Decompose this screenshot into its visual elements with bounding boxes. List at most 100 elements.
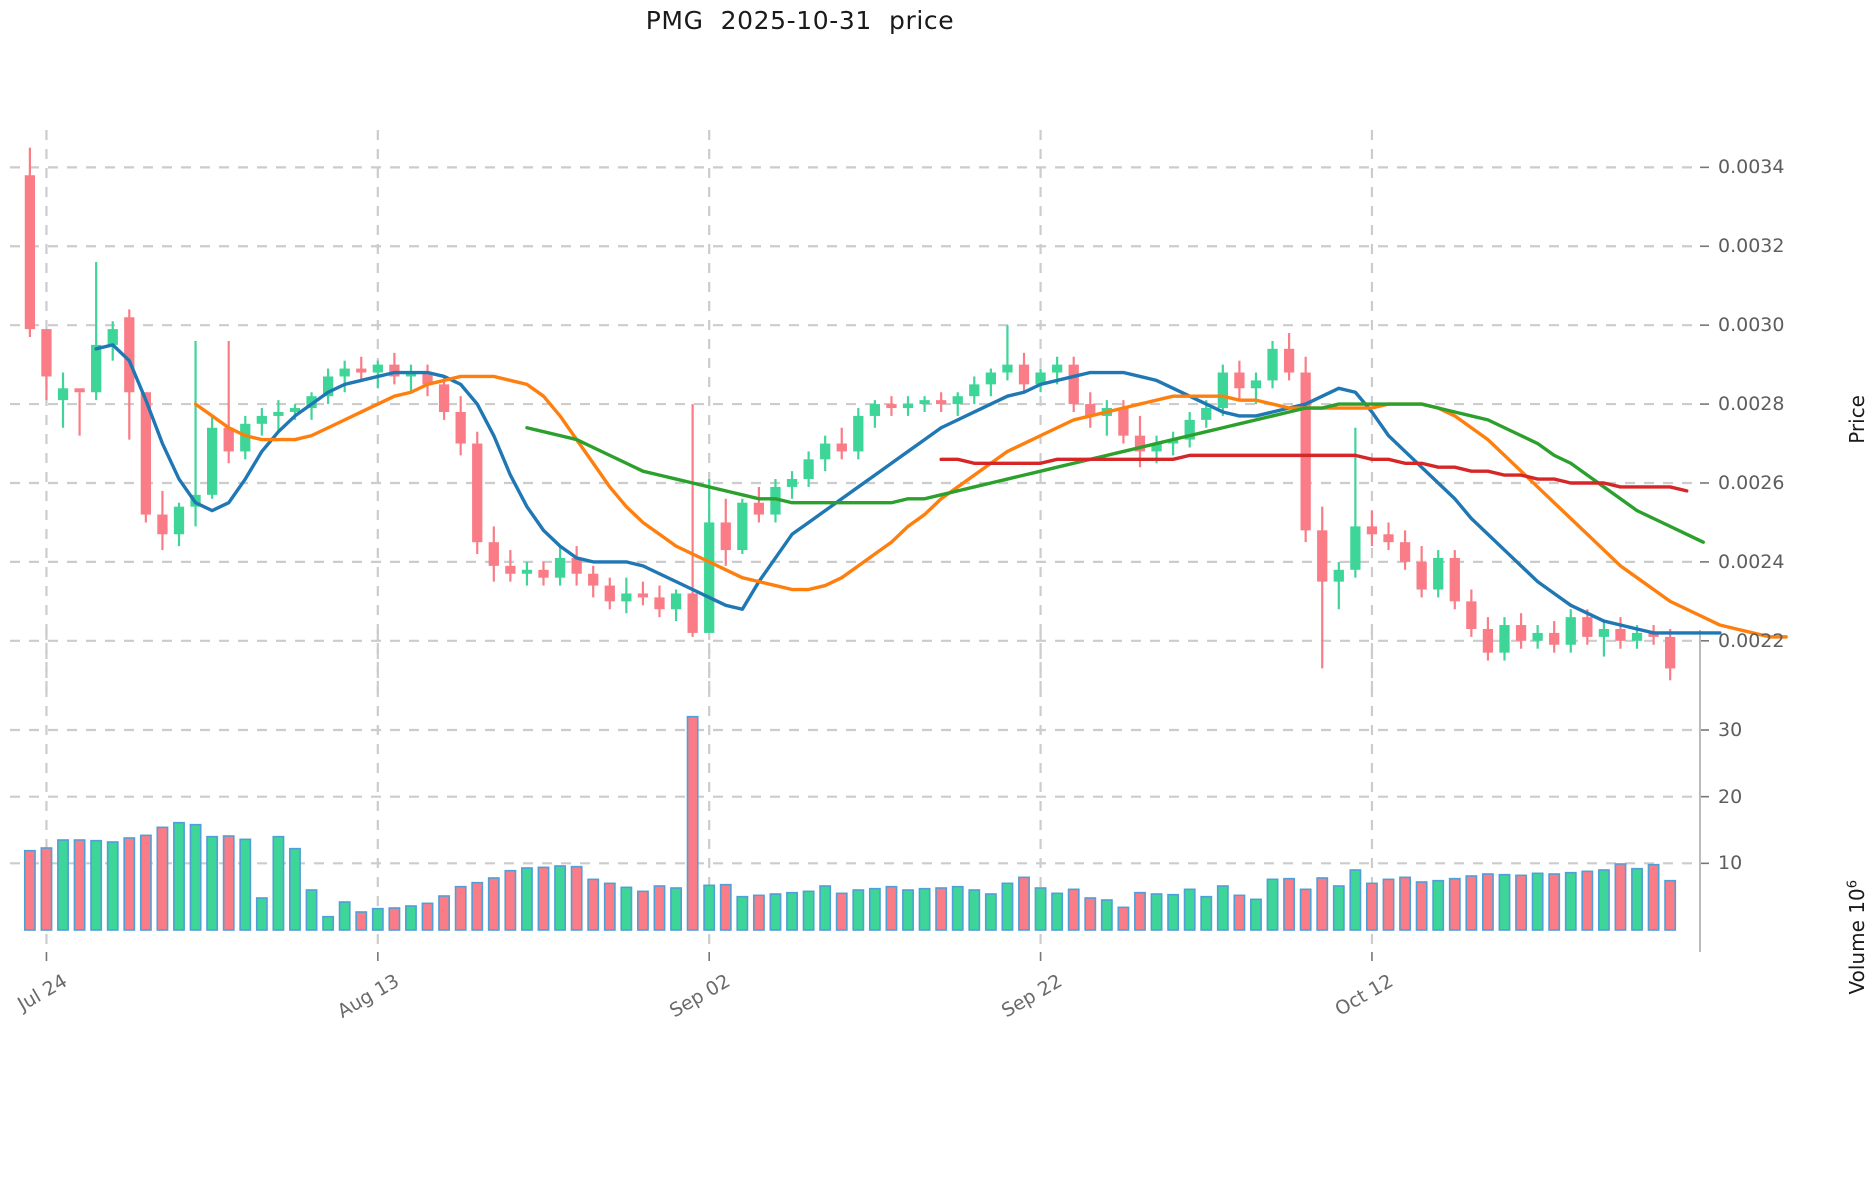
candle-body-down: [753, 502, 765, 515]
candle-body-up: [91, 344, 102, 393]
volume-bar-down: [1018, 876, 1030, 931]
candle-body-down: [1582, 617, 1593, 637]
volume-bar-down: [1399, 876, 1412, 931]
price-tick-label: 0.0032: [1718, 235, 1785, 258]
candle-body-up: [1167, 439, 1179, 444]
candle-body-up: [405, 372, 417, 377]
candle-body-up: [554, 557, 566, 578]
price-tick-label: 0.0030: [1718, 314, 1785, 337]
price-tick-label: 0.0024: [1718, 550, 1785, 573]
volume-bar-up: [1564, 871, 1577, 931]
candle-body-up: [240, 423, 251, 452]
volume-bar-down: [1117, 906, 1130, 931]
candle-body-down: [41, 329, 52, 377]
volume-bar-down: [1448, 877, 1461, 931]
volume-bar-down: [73, 839, 86, 931]
candle-body-down: [654, 597, 665, 610]
candle-body-up: [820, 443, 831, 460]
volume-bar-down: [1067, 888, 1080, 931]
volume-bar-up: [1167, 893, 1180, 931]
candle-body-up: [969, 384, 980, 397]
volume-bar-down: [885, 885, 898, 931]
volume-bar-up: [786, 891, 798, 931]
volume-bar-down: [935, 887, 948, 931]
volume-bar-up: [272, 835, 285, 931]
candle-body-down: [1399, 542, 1411, 562]
volume-bar-down: [1366, 882, 1378, 931]
volume-bar-up: [338, 901, 351, 931]
volume-bar-up: [90, 839, 103, 931]
volume-bar-up: [984, 893, 997, 931]
volume-bar-down: [1299, 888, 1312, 931]
candle-body-up: [1565, 617, 1576, 645]
volume-bar-down: [222, 835, 235, 931]
price-tick-label: 0.0034: [1718, 156, 1785, 179]
price-axis-title: Price: [1845, 395, 1869, 444]
volume-bar-up: [1200, 895, 1213, 931]
candle-body-up: [853, 415, 864, 452]
volume-bar-down: [40, 847, 53, 931]
candle-body-down: [936, 400, 947, 405]
candle-body-down: [124, 317, 135, 393]
candle-body-down: [1648, 632, 1659, 637]
candle-body-up: [1035, 372, 1046, 385]
volume-bar-down: [1647, 863, 1660, 931]
candle-body-down: [1549, 632, 1560, 645]
candle-body-down: [505, 565, 516, 574]
candle-body-up: [256, 415, 267, 424]
candle-body-down: [24, 175, 36, 330]
ma-line-ma-short: [94, 343, 1722, 635]
candle-body-up: [985, 372, 996, 385]
candle-body-down: [571, 557, 582, 574]
ma-line-ma-xlong: [939, 453, 1689, 493]
candle-body-down: [836, 443, 847, 452]
volume-bar-down: [752, 894, 765, 931]
candle-body-down: [1482, 628, 1494, 653]
volume-bar-up: [239, 838, 252, 931]
volume-bar-down: [156, 826, 169, 931]
candle-body-up: [869, 404, 881, 416]
volume-bar-down: [139, 834, 152, 931]
candle-body-up: [1333, 569, 1344, 582]
candle-body-up: [207, 427, 218, 495]
candle-body-down: [1449, 557, 1460, 602]
volume-bar-down: [603, 882, 616, 931]
volume-bar-down: [570, 865, 583, 931]
candle-body-up: [322, 376, 334, 397]
volume-bar-up: [305, 889, 318, 931]
volume-bar-down: [1382, 878, 1395, 931]
volume-bar-up: [1001, 882, 1014, 931]
volume-bar-up: [405, 905, 417, 931]
candle-body-down: [157, 514, 168, 535]
candle-body-down: [472, 443, 483, 543]
candle-body-down: [1283, 348, 1295, 373]
volume-bar-up: [802, 890, 815, 931]
candle-body-up: [1201, 408, 1212, 420]
candle-body-down: [1068, 364, 1079, 405]
candle-body-up: [670, 593, 682, 610]
volume-axis-title: Volume 106: [1845, 880, 1869, 994]
chart-title: PMG 2025-10-31 price: [645, 6, 955, 35]
candle-body-up: [1267, 348, 1278, 381]
volume-bar-up: [322, 915, 335, 931]
volume-bar-down: [1581, 870, 1594, 931]
candle-body-down: [687, 593, 698, 633]
volume-bar-up: [1051, 892, 1064, 931]
volume-bar-down: [1548, 873, 1561, 931]
volume-bar-down: [1283, 877, 1296, 931]
price-tick-label: 0.0022: [1718, 629, 1785, 652]
candle-body-up: [737, 502, 748, 551]
volume-bar-down: [487, 877, 500, 931]
volume-bar-up: [106, 841, 119, 931]
volume-bar-down: [388, 907, 401, 931]
candle-body-down: [1466, 601, 1477, 629]
candle-body-down: [422, 372, 433, 385]
candle-body-down: [604, 585, 615, 602]
volume-bar-up: [1034, 887, 1047, 931]
candle-body-up: [919, 400, 930, 405]
candle-body-down: [1615, 628, 1626, 641]
candle-body-up: [704, 522, 715, 633]
volume-bar-up: [173, 821, 185, 931]
candle-body-up: [521, 569, 533, 574]
volume-bar-up: [1100, 899, 1113, 931]
